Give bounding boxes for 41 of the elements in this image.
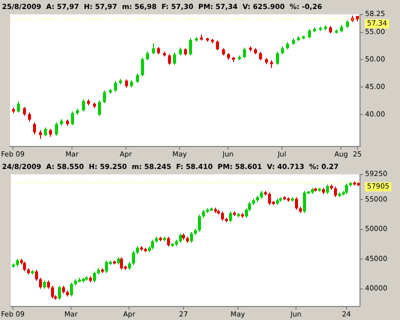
candlestick — [136, 72, 139, 84]
candlestick — [120, 256, 123, 270]
candlestick — [105, 260, 108, 274]
candlestick — [132, 250, 135, 266]
candlestick — [141, 57, 144, 77]
candlestick — [51, 285, 54, 299]
candlestick — [58, 285, 61, 300]
candlestick — [167, 236, 170, 248]
candlestick — [152, 42, 155, 55]
candlestick — [23, 260, 26, 272]
candlestick — [82, 98, 85, 112]
candlestick — [151, 239, 154, 250]
candlestick — [221, 211, 224, 222]
candlestick — [303, 190, 306, 214]
candlestick — [229, 211, 232, 223]
candlestick — [55, 122, 58, 136]
candlestick — [33, 122, 36, 136]
candlestick — [243, 47, 246, 59]
candlestick — [334, 186, 337, 198]
candlestick — [326, 184, 329, 195]
candlestick — [168, 54, 171, 66]
candlestick — [173, 52, 176, 66]
candlestick — [71, 110, 74, 126]
candlestick — [98, 100, 101, 116]
candlestick — [190, 232, 193, 244]
candlestick — [93, 271, 96, 283]
candlestick — [198, 214, 201, 232]
candlestick — [345, 183, 348, 195]
candlestick — [189, 38, 192, 56]
candlestick — [276, 52, 279, 66]
candlestick — [216, 40, 219, 51]
candlestick — [39, 277, 42, 290]
candlestick — [70, 282, 73, 297]
candlestick — [179, 233, 182, 244]
candlestick — [35, 270, 38, 282]
candlestick — [295, 196, 298, 210]
candlestick — [103, 90, 106, 104]
candlestick — [308, 28, 311, 39]
candlestick — [17, 101, 20, 114]
candlestick — [268, 192, 271, 206]
candlestick — [114, 80, 117, 92]
